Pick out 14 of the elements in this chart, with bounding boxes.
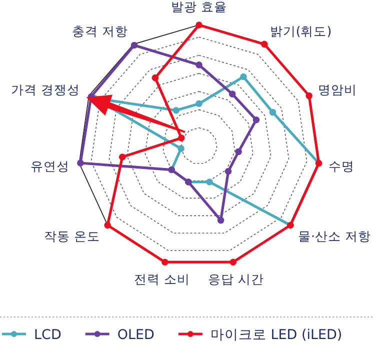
legend-label: LCD [34,327,62,343]
spoke-label: 가격 경쟁성 [10,82,80,98]
spoke-label: 전력 소비 [134,272,190,287]
legend-label: 마이크로 LED (iLED) [210,327,342,343]
spoke-label: 수명 [328,158,355,174]
spoke-label: 발광 효율 [171,0,227,14]
legend-label: OLED [117,327,154,343]
spoke-label: 명암비 [318,82,358,98]
spoke-label: 작동 온도 [44,228,100,244]
spoke-label: 유연성 [30,158,70,174]
spoke-label: 밝기(휘도) [270,24,332,39]
spoke-label: 응답 시간 [208,272,264,287]
spoke-label: 충격 저항 [72,24,128,39]
spoke-label: 물·산소 저항 [298,228,371,244]
